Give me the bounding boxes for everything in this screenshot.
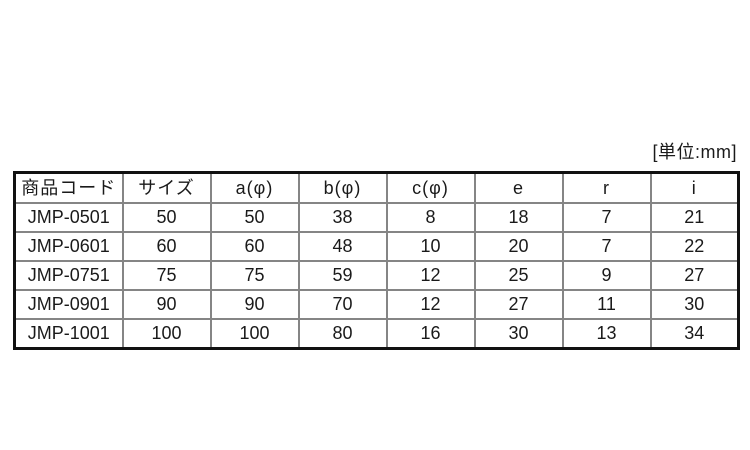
- header-c-diameter: c(φ): [385, 171, 476, 204]
- table-row: JMP-0751 75 75 59 12 25 9 27: [13, 260, 740, 291]
- cell-c: 12: [385, 289, 476, 320]
- table-row: JMP-0501 50 50 38 8 18 7 21: [13, 202, 740, 233]
- cell-b: 70: [297, 289, 388, 320]
- cell-i: 27: [649, 260, 740, 291]
- cell-a: 100: [209, 318, 300, 350]
- cell-size: 100: [121, 318, 212, 350]
- cell-i: 30: [649, 289, 740, 320]
- cell-product-code: JMP-0901: [13, 289, 124, 320]
- cell-a: 90: [209, 289, 300, 320]
- table-row: JMP-0901 90 90 70 12 27 11 30: [13, 289, 740, 320]
- cell-i: 34: [649, 318, 740, 350]
- header-a-diameter: a(φ): [209, 171, 300, 204]
- cell-r: 7: [561, 231, 652, 262]
- header-e: e: [473, 171, 564, 204]
- cell-b: 38: [297, 202, 388, 233]
- header-b-diameter: b(φ): [297, 171, 388, 204]
- product-spec-table: 商品コード サイズ a(φ) b(φ) c(φ) e r i JMP-0501 …: [13, 171, 740, 350]
- header-size: サイズ: [121, 171, 212, 204]
- cell-e: 20: [473, 231, 564, 262]
- cell-size: 90: [121, 289, 212, 320]
- cell-r: 13: [561, 318, 652, 350]
- cell-c: 12: [385, 260, 476, 291]
- cell-size: 75: [121, 260, 212, 291]
- cell-b: 80: [297, 318, 388, 350]
- cell-i: 21: [649, 202, 740, 233]
- cell-b: 48: [297, 231, 388, 262]
- cell-a: 50: [209, 202, 300, 233]
- table-row: JMP-0601 60 60 48 10 20 7 22: [13, 231, 740, 262]
- cell-c: 16: [385, 318, 476, 350]
- cell-r: 9: [561, 260, 652, 291]
- cell-r: 7: [561, 202, 652, 233]
- cell-product-code: JMP-0751: [13, 260, 124, 291]
- cell-i: 22: [649, 231, 740, 262]
- cell-product-code: JMP-1001: [13, 318, 124, 350]
- unit-label: [単位:mm]: [652, 142, 737, 162]
- cell-c: 10: [385, 231, 476, 262]
- header-r: r: [561, 171, 652, 204]
- header-row: 商品コード サイズ a(φ) b(φ) c(φ) e r i: [13, 171, 740, 204]
- cell-c: 8: [385, 202, 476, 233]
- cell-product-code: JMP-0601: [13, 231, 124, 262]
- cell-e: 18: [473, 202, 564, 233]
- cell-size: 50: [121, 202, 212, 233]
- cell-b: 59: [297, 260, 388, 291]
- cell-a: 60: [209, 231, 300, 262]
- cell-e: 27: [473, 289, 564, 320]
- header-i: i: [649, 171, 740, 204]
- cell-product-code: JMP-0501: [13, 202, 124, 233]
- table-row: JMP-1001 100 100 80 16 30 13 34: [13, 318, 740, 350]
- cell-r: 11: [561, 289, 652, 320]
- cell-size: 60: [121, 231, 212, 262]
- cell-e: 25: [473, 260, 564, 291]
- header-product-code: 商品コード: [13, 171, 124, 204]
- cell-e: 30: [473, 318, 564, 350]
- cell-a: 75: [209, 260, 300, 291]
